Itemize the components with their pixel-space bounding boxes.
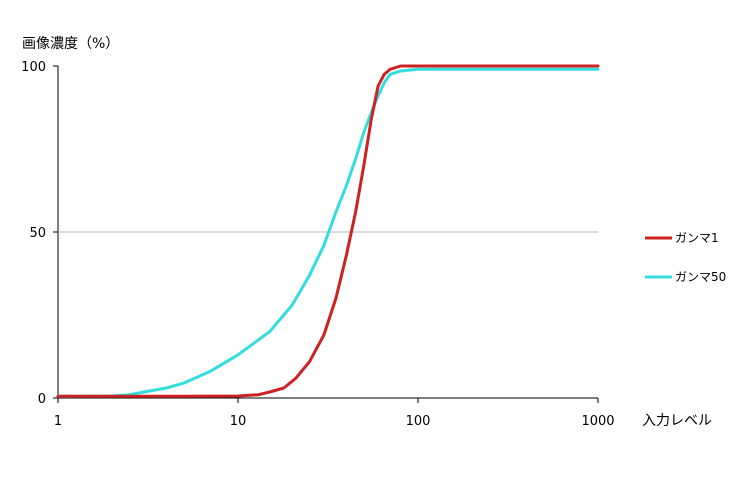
y-tick-label: 50 [29, 226, 46, 241]
x-tick-label: 100 [406, 414, 431, 429]
y-tick-label: 100 [21, 60, 46, 75]
x-tick-label: 10 [230, 414, 247, 429]
series-line-gamma50 [56, 67, 600, 398]
x-tick-label: 1000 [581, 414, 614, 429]
series-line-gamma1 [56, 64, 600, 398]
x-axis-title: 入力レベル [642, 413, 712, 429]
x-tick-label: 1 [54, 414, 62, 429]
legend-label-gamma1: ガンマ1 [675, 231, 719, 245]
y-tick-label: 0 [38, 392, 46, 407]
legend-label-gamma50: ガンマ50 [675, 270, 726, 284]
y-axis-title: 画像濃度（%） [22, 36, 119, 52]
